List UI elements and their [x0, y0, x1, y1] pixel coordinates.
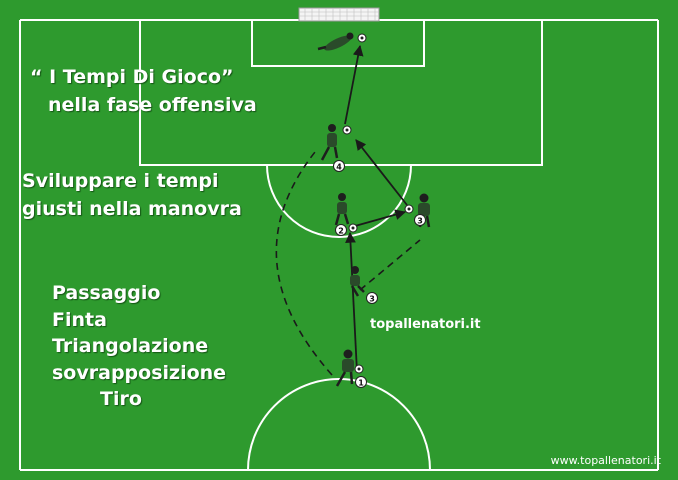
player-number-1: 1 — [355, 376, 367, 388]
ball-icon — [342, 125, 352, 135]
player-number-2: 2 — [335, 224, 347, 236]
ball-icon — [348, 223, 358, 233]
ball-icon — [357, 33, 367, 43]
concept-item: Tiro — [100, 388, 142, 410]
ball-icon — [404, 204, 414, 214]
passes — [344, 44, 408, 373]
player-icon — [335, 349, 354, 387]
brand-label: topallenatori.it — [370, 317, 481, 332]
player-icon — [350, 266, 365, 297]
svg-text:2: 2 — [338, 227, 344, 236]
goal-icon — [298, 7, 380, 22]
penalty-arc — [266, 164, 412, 238]
player-number-3-top: 3 — [414, 214, 426, 226]
pass-3 — [355, 139, 408, 206]
heading-line-1: “ I Tempi Di Gioco” — [30, 66, 234, 88]
heading-line-2: nella fase offensiva — [48, 94, 257, 116]
svg-text:1: 1 — [358, 379, 364, 388]
player-number-4: 4 — [333, 160, 345, 172]
concept-list: Passaggio Finta Triangolazione sovrappos… — [52, 280, 226, 413]
field-lines — [19, 19, 659, 471]
support-run — [359, 239, 421, 291]
credit-label: www.topallenatori.it — [550, 454, 661, 467]
player-icon — [334, 193, 350, 226]
concept-item: sovrapposizione — [52, 361, 227, 384]
overlap-run — [275, 151, 333, 376]
heading-line-3: Sviluppare i tempi — [22, 170, 219, 192]
shot — [344, 44, 364, 125]
pass-1 — [345, 231, 358, 373]
svg-text:3: 3 — [417, 217, 423, 226]
pass-2 — [354, 209, 407, 227]
goalkeeper-icon — [317, 32, 354, 51]
center-circle — [247, 378, 431, 471]
player-icon — [320, 124, 339, 161]
concept-item: Passaggio — [52, 282, 161, 304]
player-number-3-mid: 3 — [366, 292, 378, 304]
player-runs — [275, 151, 421, 376]
concept-item: Triangolazione — [52, 335, 209, 357]
ball-icon — [354, 364, 364, 374]
concept-item: Finta — [52, 308, 107, 331]
svg-text:3: 3 — [369, 295, 375, 304]
svg-text:4: 4 — [336, 163, 342, 172]
heading-line-4: giusti nella manovra — [22, 198, 242, 220]
